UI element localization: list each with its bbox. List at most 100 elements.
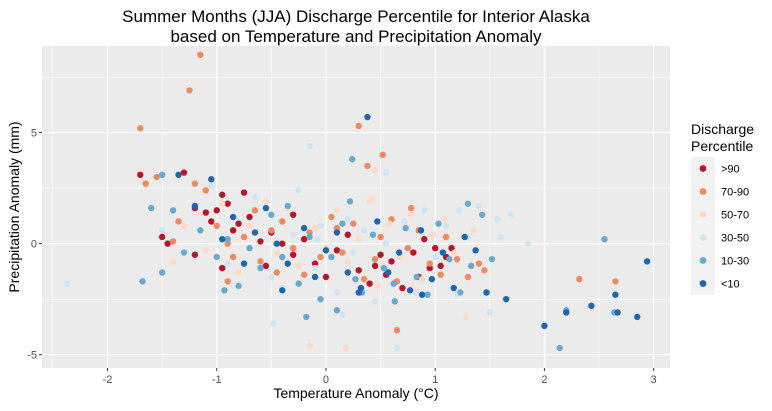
minor-gridlines — [42, 46, 670, 368]
data-point — [457, 289, 464, 296]
data-point — [426, 260, 433, 267]
data-point — [213, 222, 220, 230]
data-point — [290, 211, 297, 218]
data-point — [413, 273, 420, 281]
data-point — [486, 309, 493, 316]
data-point — [352, 275, 359, 283]
x-tick-label: 2 — [541, 374, 547, 386]
data-point — [390, 280, 397, 287]
data-point — [371, 262, 379, 270]
data-point — [273, 240, 281, 247]
data-point — [395, 249, 403, 256]
data-point — [300, 224, 308, 232]
data-point — [421, 236, 428, 243]
x-tick-label: 0 — [323, 374, 329, 386]
data-point — [202, 209, 210, 216]
data-point — [273, 269, 281, 276]
data-point — [494, 216, 501, 223]
data-point — [63, 280, 71, 287]
data-point — [306, 142, 313, 150]
data-point — [344, 231, 352, 238]
data-point — [246, 222, 253, 230]
data-point — [295, 280, 302, 287]
data-point — [317, 253, 324, 261]
major-gridlines — [42, 46, 670, 368]
data-point — [175, 171, 182, 178]
legend-key-swatch — [699, 280, 707, 287]
legend-title-line-1: Discharge — [691, 121, 754, 137]
data-point — [588, 302, 595, 310]
data-point — [224, 240, 231, 247]
data-point — [364, 113, 371, 121]
data-point — [213, 207, 220, 214]
data-point — [142, 180, 149, 187]
data-point — [612, 291, 619, 298]
data-point — [284, 260, 291, 267]
data-point — [375, 282, 382, 290]
data-point — [421, 207, 428, 214]
data-point — [333, 229, 341, 236]
data-point — [366, 280, 373, 287]
data-point — [137, 171, 144, 178]
data-point — [290, 244, 297, 252]
data-point — [406, 287, 414, 294]
data-point — [442, 222, 450, 230]
data-point — [407, 211, 415, 218]
data-point — [175, 218, 182, 225]
data-point — [437, 262, 444, 270]
data-point — [246, 244, 253, 252]
data-point — [541, 322, 548, 330]
data-point — [229, 253, 237, 261]
data-point — [158, 269, 166, 276]
data-point — [306, 342, 313, 349]
data-point — [279, 287, 286, 294]
data-point — [483, 289, 490, 296]
y-axis-title: Precipitation Anomaly (mm) — [6, 121, 22, 292]
data-point — [306, 233, 313, 241]
data-point — [262, 198, 270, 205]
data-point — [344, 269, 352, 276]
data-point — [257, 258, 264, 265]
x-tick-label: 3 — [651, 374, 657, 386]
data-point — [240, 233, 248, 241]
data-point — [393, 327, 401, 334]
data-points — [63, 51, 651, 352]
data-point — [431, 244, 439, 252]
data-point — [350, 220, 357, 227]
data-point — [240, 260, 248, 267]
legend-title-line-2: Percentile — [691, 138, 753, 154]
data-point — [360, 227, 368, 234]
data-point — [475, 202, 483, 210]
data-point — [139, 278, 146, 285]
data-point — [355, 267, 362, 274]
data-point — [418, 275, 426, 283]
data-point — [388, 258, 395, 265]
data-point — [197, 51, 204, 59]
data-point — [148, 204, 155, 212]
data-point — [563, 309, 570, 316]
data-point — [268, 273, 275, 281]
data-point — [350, 249, 357, 256]
data-point — [339, 220, 346, 227]
data-point — [524, 240, 532, 247]
y-tick-label: -5 — [27, 350, 37, 362]
data-point — [446, 255, 453, 263]
data-point — [468, 262, 475, 270]
data-point — [614, 309, 621, 316]
data-point — [191, 180, 199, 187]
data-point — [364, 162, 371, 170]
data-point — [317, 295, 324, 303]
data-point — [399, 284, 406, 292]
data-point — [240, 189, 248, 196]
data-point — [402, 224, 409, 232]
data-point — [213, 253, 220, 261]
data-point — [169, 238, 177, 245]
data-point — [208, 182, 215, 190]
legend-item-label: 30-50 — [721, 233, 749, 245]
data-point — [424, 291, 431, 298]
data-point — [257, 238, 264, 245]
data-point — [382, 240, 390, 247]
x-tick-label: -1 — [212, 374, 222, 386]
data-point — [295, 187, 302, 194]
